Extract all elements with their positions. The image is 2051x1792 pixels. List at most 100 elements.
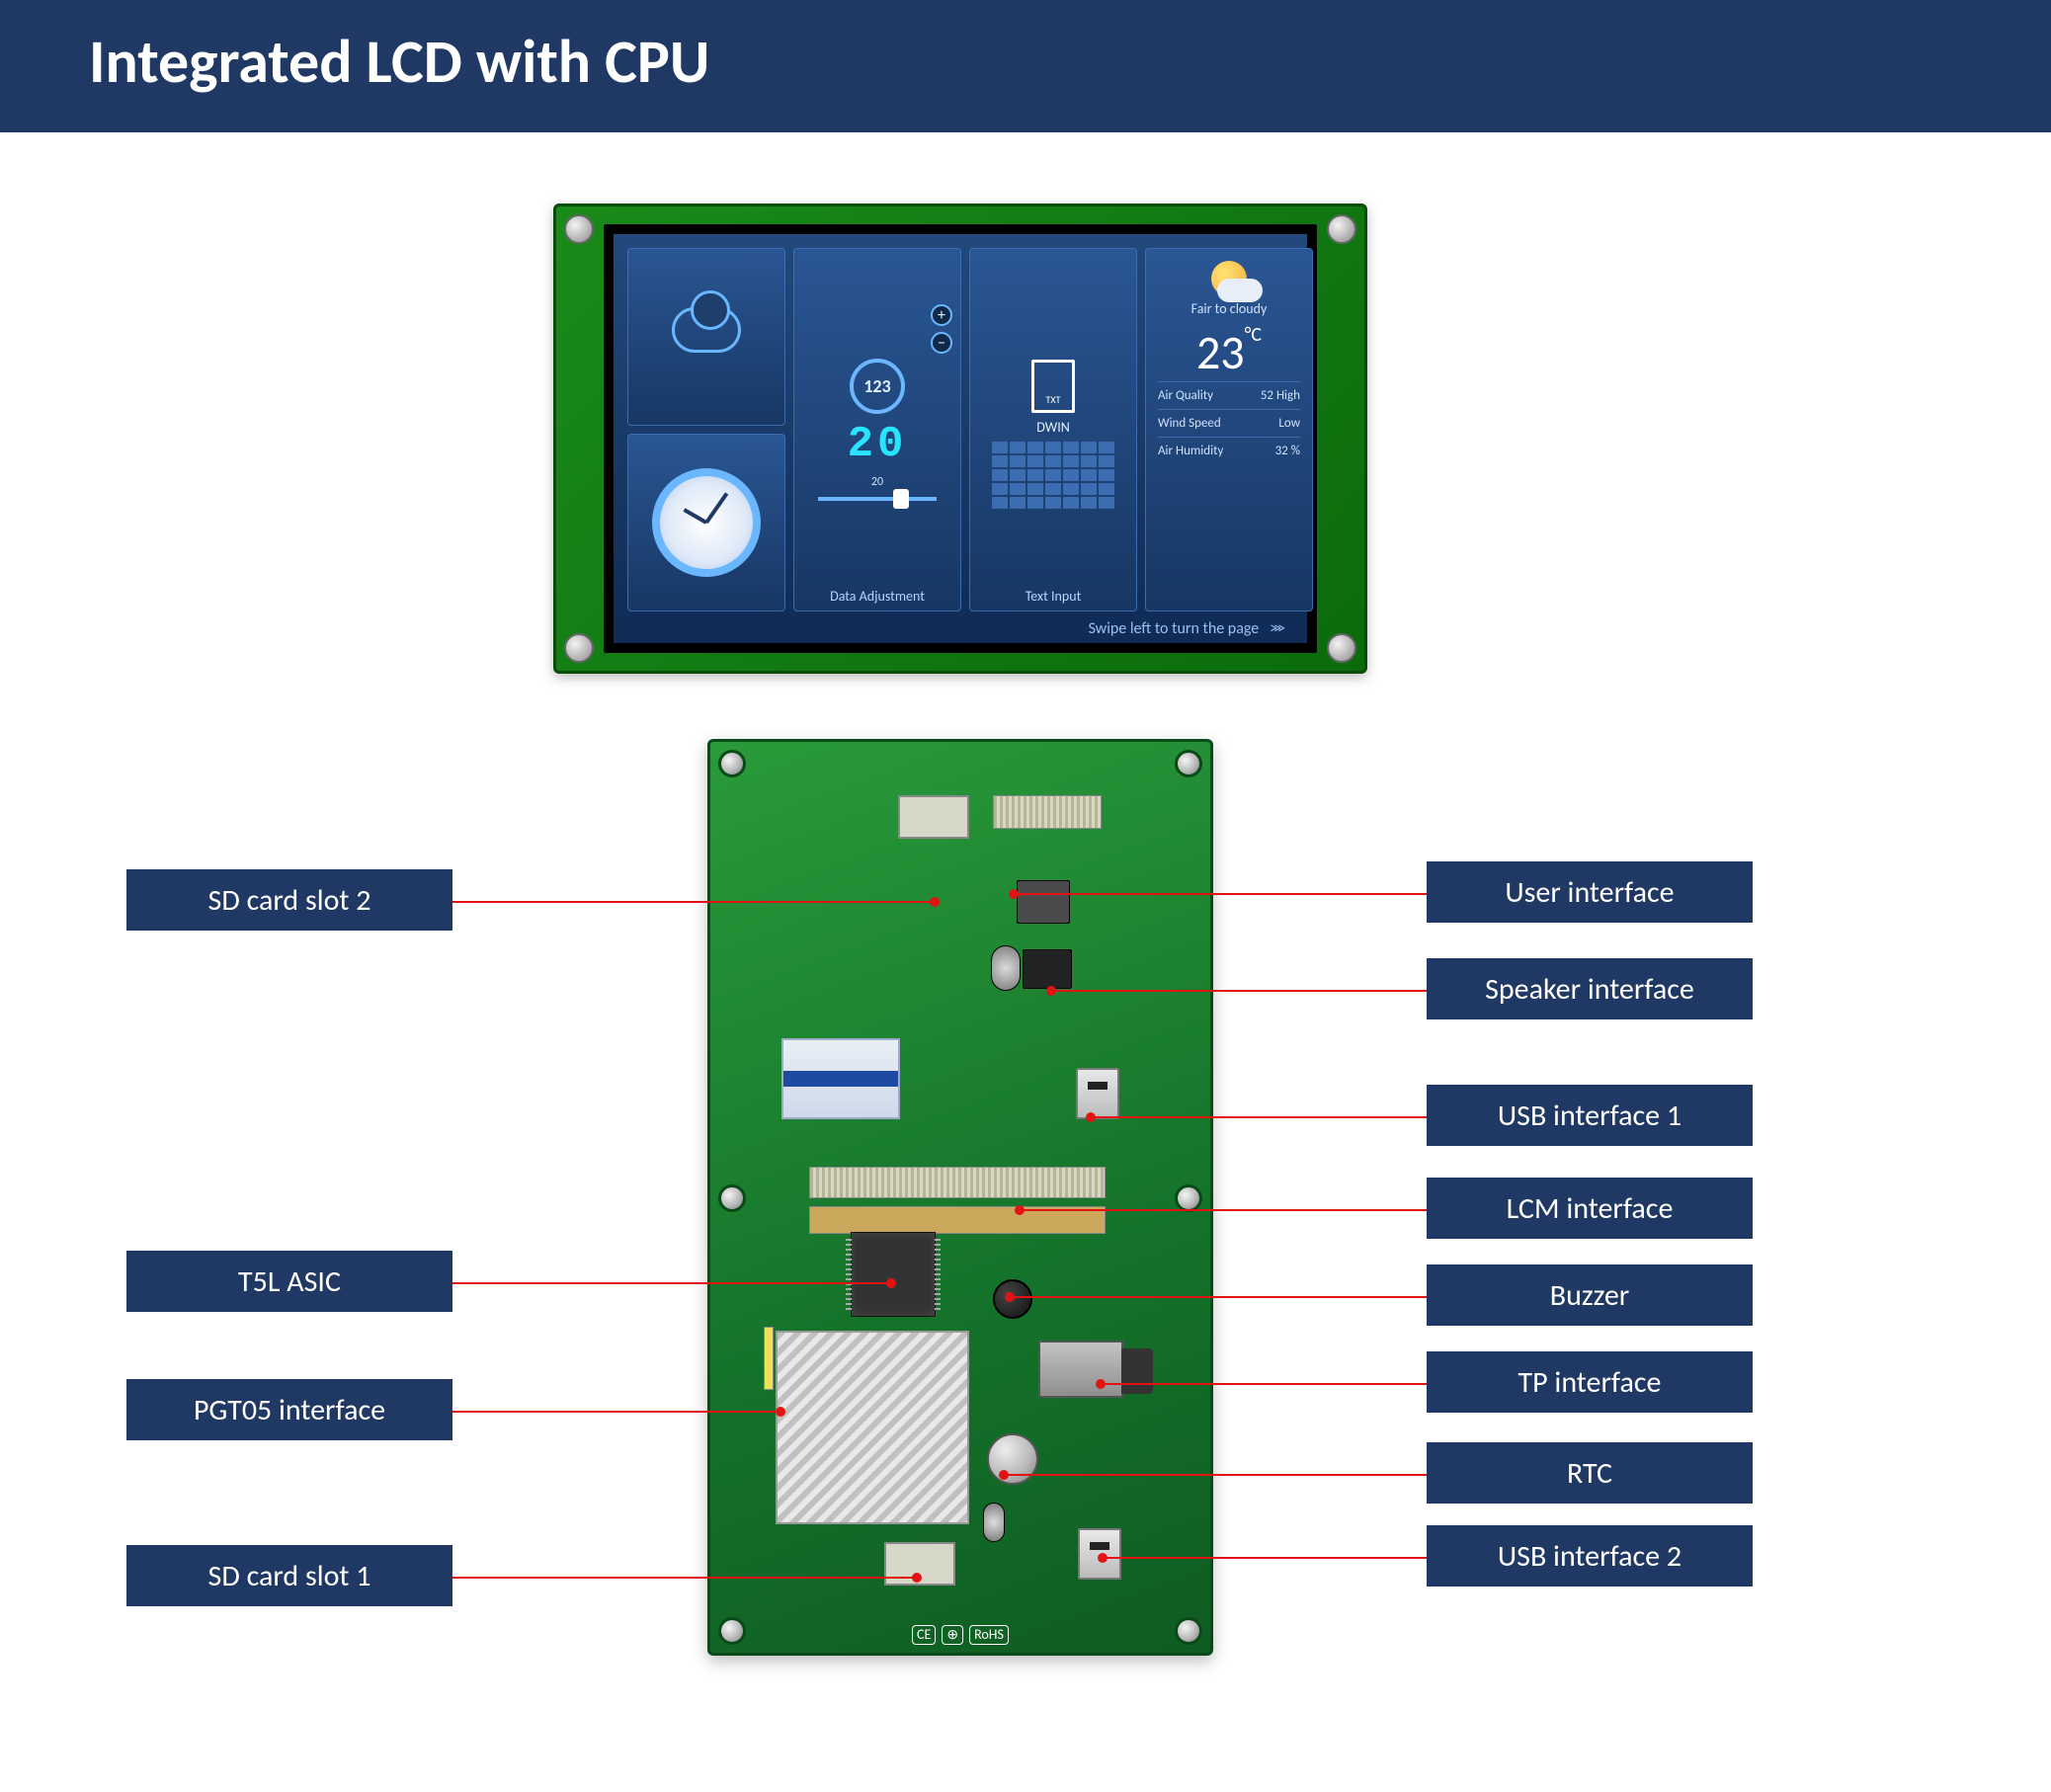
pgt05-pads-icon bbox=[764, 1327, 774, 1390]
txt-file-icon bbox=[1031, 360, 1075, 413]
usb-1-icon bbox=[1076, 1068, 1119, 1119]
leader-dot-icon bbox=[999, 1470, 1009, 1480]
leader-dot-icon bbox=[1046, 986, 1056, 996]
weather-temp-unit: °C bbox=[1245, 323, 1262, 347]
diagram-canvas: 123 20 +− 20 Data Adjustment DWIN bbox=[0, 132, 2051, 1792]
user-interface-conn-icon bbox=[993, 795, 1102, 829]
flash-chip-icon bbox=[781, 1038, 900, 1119]
slider-caption: 20 bbox=[871, 475, 883, 489]
title-text: Integrated LCD with CPU bbox=[89, 24, 709, 99]
tile-data-adjustment: 123 20 +− 20 Data Adjustment bbox=[793, 248, 961, 611]
cap-icon bbox=[1017, 880, 1070, 924]
weather-row: Wind SpeedLow bbox=[1158, 409, 1300, 437]
callout-label: Buzzer bbox=[1427, 1264, 1753, 1326]
leader-line bbox=[452, 901, 935, 903]
lcd-footer-hint: Swipe left to turn the page >>> bbox=[627, 611, 1293, 640]
pcb-back-view: CE ⊕ RoHS bbox=[707, 739, 1213, 1656]
leader-dot-icon bbox=[912, 1573, 922, 1583]
leader-dot-icon bbox=[1005, 1292, 1015, 1302]
mount-screw-icon bbox=[564, 633, 594, 663]
heatsink-icon bbox=[776, 1331, 969, 1524]
leader-dot-icon bbox=[930, 897, 940, 907]
leader-dot-icon bbox=[1086, 1112, 1096, 1122]
calendar-grid-icon bbox=[992, 442, 1114, 509]
tp-interface-icon bbox=[1038, 1341, 1123, 1398]
tile-label: Data Adjustment bbox=[794, 588, 960, 605]
weather-row: Air Quality52 High bbox=[1158, 381, 1300, 409]
callout-label: LCM interface bbox=[1427, 1178, 1753, 1239]
leader-dot-icon bbox=[1015, 1205, 1025, 1215]
segment-display: 20 bbox=[848, 420, 908, 469]
weather-temperature: 23°C bbox=[1196, 323, 1262, 381]
callout-label: USB interface 1 bbox=[1427, 1085, 1753, 1146]
leader-line bbox=[1091, 1116, 1427, 1118]
lcd-screen: 123 20 +− 20 Data Adjustment DWIN bbox=[614, 234, 1307, 643]
mount-hole-icon bbox=[718, 750, 746, 777]
leader-line bbox=[1103, 1557, 1427, 1559]
mount-screw-icon bbox=[1327, 633, 1356, 663]
electrolytic-cap-icon bbox=[991, 945, 1021, 991]
leader-line bbox=[1010, 1296, 1427, 1298]
leader-dot-icon bbox=[886, 1278, 896, 1288]
slider-icon bbox=[818, 497, 937, 501]
compliance-badge: ⊕ bbox=[942, 1625, 963, 1645]
mount-hole-icon bbox=[718, 1184, 746, 1212]
footer-hint-text: Swipe left to turn the page bbox=[1089, 619, 1260, 638]
silkscreen-badges: CE ⊕ RoHS bbox=[912, 1625, 1009, 1645]
lcd-front-view: 123 20 +− 20 Data Adjustment DWIN bbox=[553, 204, 1367, 674]
leader-line bbox=[452, 1411, 780, 1413]
leader-line bbox=[452, 1282, 891, 1284]
callout-label: Speaker interface bbox=[1427, 958, 1753, 1019]
weather-row: Air Humidity32 % bbox=[1158, 437, 1300, 464]
callout-label: T5L ASIC bbox=[126, 1251, 452, 1312]
t5l-asic-icon bbox=[851, 1232, 936, 1317]
mount-hole-icon bbox=[1175, 1184, 1202, 1212]
tile-weather: Fair to cloudy 23°C Air Quality52 High W… bbox=[1145, 248, 1313, 611]
badge-123-icon: 123 bbox=[850, 359, 905, 414]
mount-screw-icon bbox=[1327, 214, 1356, 244]
leader-dot-icon bbox=[776, 1407, 785, 1417]
callout-label: User interface bbox=[1427, 861, 1753, 923]
tile-text-input: DWIN Text Input bbox=[969, 248, 1137, 611]
mount-screw-icon bbox=[564, 214, 594, 244]
callout-label: PGT05 interface bbox=[126, 1379, 452, 1440]
weather-temp-value: 23 bbox=[1196, 323, 1245, 381]
leader-dot-icon bbox=[1009, 889, 1019, 899]
callout-label: SD card slot 1 bbox=[126, 1545, 452, 1606]
electrolytic-cap-icon bbox=[983, 1503, 1005, 1542]
weather-rows: Air Quality52 High Wind SpeedLow Air Hum… bbox=[1146, 381, 1312, 464]
text-input-subtitle: DWIN bbox=[1036, 419, 1070, 436]
badge-123-text: 123 bbox=[863, 375, 890, 397]
leader-line bbox=[1020, 1209, 1427, 1211]
chevron-right-icon: >>> bbox=[1270, 619, 1281, 638]
leader-dot-icon bbox=[1098, 1553, 1108, 1563]
callout-label: RTC bbox=[1427, 1442, 1753, 1504]
rtc-coin-cell-icon bbox=[987, 1433, 1038, 1485]
callout-label: TP interface bbox=[1427, 1351, 1753, 1413]
weather-icon bbox=[1211, 261, 1247, 296]
ce-badge: CE bbox=[912, 1625, 936, 1645]
mount-hole-icon bbox=[718, 1617, 746, 1645]
leader-line bbox=[1014, 893, 1427, 895]
lcd-bezel: 123 20 +− 20 Data Adjustment DWIN bbox=[604, 224, 1317, 653]
mount-hole-icon bbox=[1175, 750, 1202, 777]
lcm-fpc-icon bbox=[809, 1167, 1106, 1198]
inductor-icon bbox=[1023, 949, 1072, 989]
tile-clock bbox=[627, 434, 785, 611]
mount-hole-icon bbox=[1175, 1617, 1202, 1645]
rohs-badge: RoHS bbox=[969, 1625, 1009, 1645]
callout-label: USB interface 2 bbox=[1427, 1525, 1753, 1587]
lcd-tile-grid: 123 20 +− 20 Data Adjustment DWIN bbox=[627, 248, 1293, 611]
sd-slot-2-icon bbox=[898, 795, 969, 839]
title-bar: Integrated LCD with CPU bbox=[0, 0, 2051, 132]
tile-label: Text Input bbox=[970, 588, 1136, 605]
callout-label: SD card slot 2 bbox=[126, 869, 452, 931]
tile-cloud bbox=[627, 248, 785, 426]
cloud-icon bbox=[672, 307, 741, 353]
leader-line bbox=[1051, 990, 1427, 992]
leader-line bbox=[1101, 1383, 1427, 1385]
leader-line bbox=[1004, 1474, 1427, 1476]
leader-dot-icon bbox=[1096, 1379, 1106, 1389]
clock-icon bbox=[652, 468, 761, 577]
leader-line bbox=[452, 1577, 917, 1579]
